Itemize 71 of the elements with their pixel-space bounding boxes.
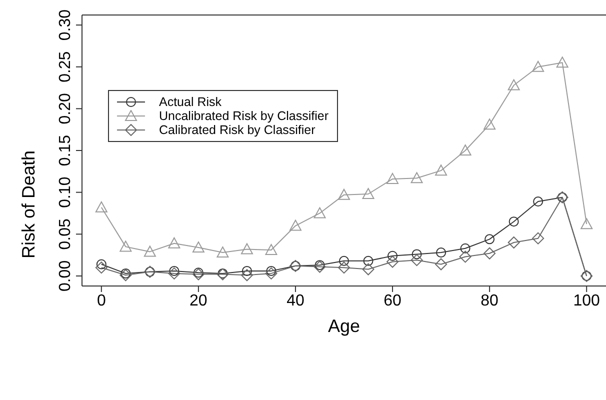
legend-label: Calibrated Risk by Classifier [159,123,316,137]
point [95,262,108,274]
point [169,266,180,276]
x-tick-label: 80 [480,292,499,310]
point [484,118,496,130]
point [96,259,106,270]
point [192,242,204,253]
point [386,256,399,268]
y-tick-label: 0.05 [57,218,74,250]
x-tick-label: 0 [96,292,106,310]
y-tick-label: 0.20 [57,93,74,124]
point [242,266,252,276]
y-axis-title: Risk of Death [18,150,38,259]
y-tick-label: 0.15 [57,134,74,166]
point [459,250,472,263]
point [435,258,448,270]
point [484,234,495,244]
x-tick-label: 20 [190,292,208,310]
point [363,256,374,266]
point [410,172,423,184]
point [120,268,131,278]
point [168,267,180,280]
point [338,262,350,274]
y-tick-label: 0.00 [57,260,74,292]
y-tick-label: 0.30 [57,9,74,41]
point [412,249,422,260]
point [508,236,520,249]
point [362,263,374,276]
point [338,188,350,200]
point [240,243,253,254]
point [216,246,229,258]
point [532,232,544,244]
point [314,260,326,273]
point [339,256,349,266]
point [192,268,204,280]
point [556,56,568,68]
point [436,248,446,258]
x-axis-title: Age [328,316,360,336]
point [314,260,325,270]
point [144,246,156,257]
legend-label: Actual Risk [159,95,222,109]
point [266,266,276,276]
point [388,250,398,261]
point [95,201,108,212]
point [314,207,326,218]
point [120,269,132,282]
point [265,267,278,280]
point [508,216,519,227]
point [484,247,496,260]
point [362,188,374,199]
legend-label: Uncalibrated Risk by Classifier [159,109,329,123]
point [410,254,423,266]
point [580,218,593,230]
y-tick-label: 0.10 [57,176,74,208]
point [193,268,204,278]
point [532,60,544,72]
point [533,196,544,207]
point [240,269,253,282]
point [460,243,470,254]
point [265,244,278,256]
point [435,164,448,176]
x-tick-label: 100 [573,292,600,310]
point [386,172,399,184]
point [508,79,520,90]
point [120,240,132,252]
y-tick-label: 0.25 [57,51,74,82]
point [289,220,302,231]
x-tick-label: 40 [286,292,304,310]
point [459,144,472,156]
x-tick-label: 60 [384,292,402,310]
point [168,237,180,248]
